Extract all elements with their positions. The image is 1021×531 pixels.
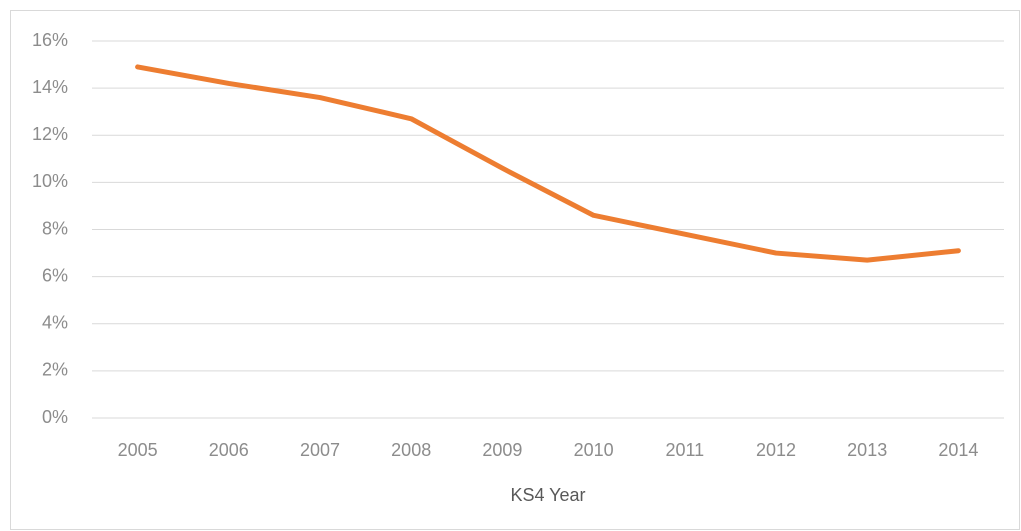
chart-border — [10, 10, 1020, 530]
x-tick-label: 2006 — [209, 440, 249, 460]
y-tick-label: 12% — [32, 124, 68, 144]
x-tick-label: 2009 — [482, 440, 522, 460]
x-tick-label: 2012 — [756, 440, 796, 460]
y-tick-label: 4% — [42, 313, 68, 333]
y-tick-label: 0% — [42, 407, 68, 427]
x-tick-label: 2011 — [665, 440, 704, 460]
x-tick-label: 2010 — [574, 440, 614, 460]
x-tick-label: 2013 — [847, 440, 887, 460]
y-tick-label: 8% — [42, 218, 68, 238]
y-tick-label: 16% — [32, 30, 68, 50]
y-tick-label: 14% — [32, 77, 68, 97]
y-tick-label: 10% — [32, 171, 68, 191]
x-axis-title: KS4 Year — [510, 485, 585, 505]
data-line — [135, 64, 961, 263]
x-tick-label: 2008 — [391, 440, 431, 460]
x-tick-label: 2014 — [938, 440, 978, 460]
x-tick-label: 2005 — [118, 440, 158, 460]
x-tick-label: 2007 — [300, 440, 340, 460]
y-tick-label: 6% — [42, 265, 68, 285]
y-tick-label: 2% — [42, 360, 68, 380]
